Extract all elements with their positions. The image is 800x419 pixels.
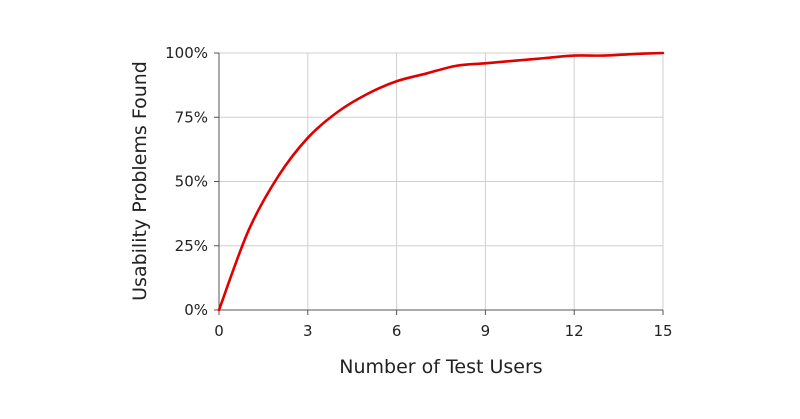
series-line bbox=[217, 51, 665, 312]
y-tick-label: 50% bbox=[175, 173, 208, 191]
x-tick-label: 6 bbox=[392, 322, 402, 340]
series-layer bbox=[217, 51, 665, 312]
x-axis-label: Number of Test Users bbox=[339, 356, 542, 378]
y-tick-labels: 0% 25% 50% 75% 100% bbox=[165, 44, 208, 319]
x-tick-labels: 0 3 6 9 12 15 bbox=[214, 322, 672, 340]
x-tick-label: 12 bbox=[565, 322, 584, 340]
x-tick-label: 3 bbox=[303, 322, 313, 340]
grid bbox=[219, 52, 664, 310]
y-tick-label: 25% bbox=[175, 237, 208, 255]
y-axis-label: Usability Problems Found bbox=[129, 61, 151, 301]
x-tick-label: 0 bbox=[214, 322, 224, 340]
x-tick-label: 15 bbox=[653, 322, 672, 340]
y-tick-label: 100% bbox=[165, 44, 208, 62]
y-tick-label: 0% bbox=[184, 301, 208, 319]
y-tick-label: 75% bbox=[175, 108, 208, 126]
x-tick-label: 9 bbox=[481, 322, 491, 340]
axes bbox=[214, 52, 664, 315]
